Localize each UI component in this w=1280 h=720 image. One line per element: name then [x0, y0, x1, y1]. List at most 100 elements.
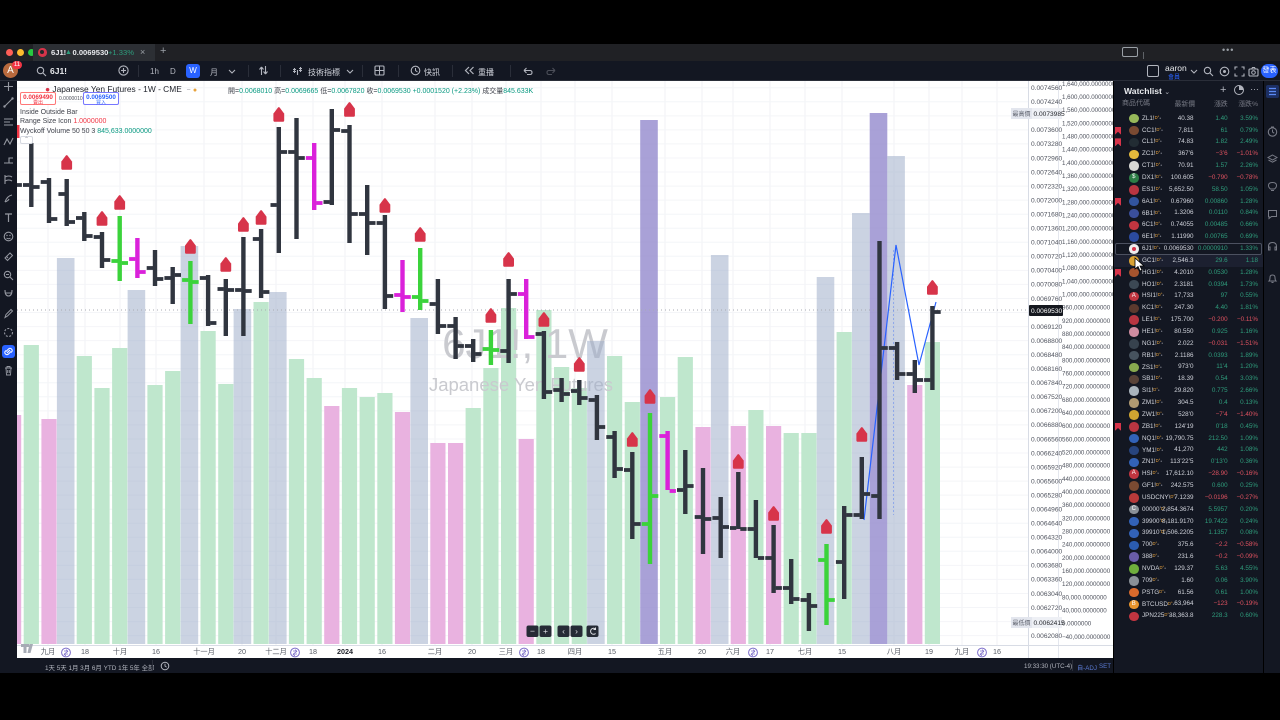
svg-text:0.0064960: 0.0064960: [1031, 507, 1063, 514]
svg-text:20: 20: [698, 647, 706, 656]
svg-text:0.0069530: 0.0069530: [1031, 308, 1063, 315]
svg-text:0.0066560: 0.0066560: [1031, 436, 1063, 443]
svg-text:0.0067520: 0.0067520: [1031, 394, 1063, 401]
svg-text:‹: ‹: [562, 626, 565, 636]
svg-text:840,000.0000000: 840,000.0000000: [1062, 344, 1111, 351]
svg-text:0.0064640: 0.0064640: [1031, 521, 1063, 528]
svg-text:680,000.0000000: 680,000.0000000: [1062, 397, 1111, 404]
svg-text:1,400,000.0000000: 1,400,000.0000000: [1062, 160, 1113, 167]
svg-text:0.0067840: 0.0067840: [1031, 380, 1063, 387]
svg-text:400,000.0000000: 400,000.0000000: [1062, 489, 1111, 496]
svg-text:20: 20: [238, 647, 246, 656]
svg-text:760,000.0000000: 760,000.0000000: [1062, 370, 1111, 377]
svg-text:1,200,000.0000000: 1,200,000.0000000: [1062, 226, 1113, 233]
svg-text:0.0071360: 0.0071360: [1031, 226, 1063, 233]
svg-text:1,560,000.0000000: 1,560,000.0000000: [1062, 107, 1113, 114]
svg-text:1,280,000.0000000: 1,280,000.0000000: [1062, 199, 1113, 206]
svg-text:最高價: 最高價: [1013, 110, 1031, 118]
svg-text:160,000.0000000: 160,000.0000000: [1062, 568, 1111, 575]
svg-text:0.0072960: 0.0072960: [1031, 155, 1063, 162]
svg-text:九月: 九月: [955, 647, 969, 656]
svg-text:1,080,000.0000000: 1,080,000.0000000: [1062, 265, 1113, 272]
svg-text:0.0070720: 0.0070720: [1031, 254, 1063, 261]
svg-text:280,000.0000000: 280,000.0000000: [1062, 528, 1111, 535]
svg-text:360,000.0000000: 360,000.0000000: [1062, 502, 1111, 509]
svg-text:1,360,000.0000000: 1,360,000.0000000: [1062, 173, 1113, 180]
svg-text:最低價: 最低價: [1013, 619, 1031, 627]
svg-text:0.0064000: 0.0064000: [1031, 549, 1063, 556]
svg-text:八月: 八月: [887, 647, 901, 656]
svg-text:200,000.0000000: 200,000.0000000: [1062, 555, 1111, 562]
svg-text:0.0065280: 0.0065280: [1031, 492, 1063, 499]
svg-text:十二月: 十二月: [265, 647, 287, 656]
svg-text:0.0072320: 0.0072320: [1031, 183, 1063, 190]
svg-text:16: 16: [993, 647, 1001, 656]
svg-text:九月: 九月: [41, 647, 55, 656]
svg-text:15: 15: [608, 647, 616, 656]
svg-text:1,120,000.0000000: 1,120,000.0000000: [1062, 252, 1113, 259]
svg-text:920,000.0000000: 920,000.0000000: [1062, 318, 1111, 325]
svg-text:七月: 七月: [798, 647, 812, 656]
svg-text:560,000.0000000: 560,000.0000000: [1062, 436, 1111, 443]
svg-text:0.0062415: 0.0062415: [1034, 620, 1066, 627]
svg-text:十月: 十月: [113, 647, 127, 656]
svg-text:0.0071040: 0.0071040: [1031, 240, 1063, 247]
svg-text:960,000.0000000: 960,000.0000000: [1062, 305, 1111, 312]
svg-text:0.0063680: 0.0063680: [1031, 563, 1063, 570]
svg-text:1,640,000.0000000: 1,640,000.0000000: [1062, 81, 1113, 88]
svg-text:0.0073985: 0.0073985: [1034, 111, 1066, 118]
svg-text:0.0069760: 0.0069760: [1031, 296, 1063, 303]
svg-text:十一月: 十一月: [193, 647, 215, 656]
svg-text:1,040,000.0000000: 1,040,000.0000000: [1062, 278, 1113, 285]
svg-text:二月: 二月: [428, 647, 442, 656]
svg-text:120,000.0000000: 120,000.0000000: [1062, 581, 1111, 588]
svg-text:19: 19: [925, 647, 933, 656]
svg-text:0.0074560: 0.0074560: [1031, 85, 1063, 92]
svg-text:0.0064320: 0.0064320: [1031, 535, 1063, 542]
svg-text:18: 18: [537, 647, 545, 656]
svg-text:480,000.0000000: 480,000.0000000: [1062, 463, 1111, 470]
svg-text:40,000.0000000: 40,000.0000000: [1062, 607, 1107, 614]
svg-text:0.0065920: 0.0065920: [1031, 464, 1063, 471]
svg-text:0.0063040: 0.0063040: [1031, 591, 1063, 598]
svg-text:80,000.0000000: 80,000.0000000: [1062, 594, 1107, 601]
svg-text:0.0074240: 0.0074240: [1031, 99, 1063, 106]
svg-text:0.0065600: 0.0065600: [1031, 478, 1063, 485]
svg-text:440,000.0000000: 440,000.0000000: [1062, 476, 1111, 483]
svg-text:18: 18: [309, 647, 317, 656]
svg-text:1,320,000.0000000: 1,320,000.0000000: [1062, 186, 1113, 193]
svg-text:0.0000000: 0.0000000: [1062, 621, 1092, 628]
svg-text:0.0070080: 0.0070080: [1031, 282, 1063, 289]
svg-text:0.0070400: 0.0070400: [1031, 268, 1063, 275]
svg-text:16: 16: [152, 647, 160, 656]
svg-text:0.0063360: 0.0063360: [1031, 577, 1063, 584]
svg-text:0.0066880: 0.0066880: [1031, 422, 1063, 429]
svg-text:Japanese Yen Futures: Japanese Yen Futures: [429, 374, 613, 395]
svg-text:−40,000.0000000: −40,000.0000000: [1062, 634, 1111, 641]
svg-text:0.0072640: 0.0072640: [1031, 169, 1063, 176]
svg-text:0.0068800: 0.0068800: [1031, 338, 1063, 345]
svg-text:16: 16: [378, 647, 386, 656]
svg-text:0.0062720: 0.0062720: [1031, 605, 1063, 612]
svg-text:1,000,000.0000000: 1,000,000.0000000: [1062, 291, 1113, 298]
svg-text:320,000.0000000: 320,000.0000000: [1062, 515, 1111, 522]
svg-text:0.0069120: 0.0069120: [1031, 324, 1063, 331]
svg-text:1,240,000.0000000: 1,240,000.0000000: [1062, 213, 1113, 220]
svg-text:五月: 五月: [658, 647, 672, 656]
svg-text:15: 15: [838, 647, 846, 656]
svg-text:三月: 三月: [499, 647, 513, 656]
svg-text:1,520,000.0000000: 1,520,000.0000000: [1062, 120, 1113, 127]
svg-text:640,000.0000000: 640,000.0000000: [1062, 410, 1111, 417]
svg-text:0.0072000: 0.0072000: [1031, 197, 1063, 204]
svg-text:0.0073600: 0.0073600: [1031, 127, 1063, 134]
svg-text:0.0068480: 0.0068480: [1031, 352, 1063, 359]
svg-text:1,160,000.0000000: 1,160,000.0000000: [1062, 239, 1113, 246]
svg-text:0.0062080: 0.0062080: [1031, 633, 1063, 640]
svg-text:六月: 六月: [726, 647, 740, 656]
svg-text:0.0071680: 0.0071680: [1031, 212, 1063, 219]
svg-text:240,000.0000000: 240,000.0000000: [1062, 542, 1111, 549]
svg-text:1,480,000.0000000: 1,480,000.0000000: [1062, 134, 1113, 141]
svg-text:0.0068160: 0.0068160: [1031, 366, 1063, 373]
svg-text:+: +: [543, 626, 548, 636]
svg-text:800,000.0000000: 800,000.0000000: [1062, 357, 1111, 364]
